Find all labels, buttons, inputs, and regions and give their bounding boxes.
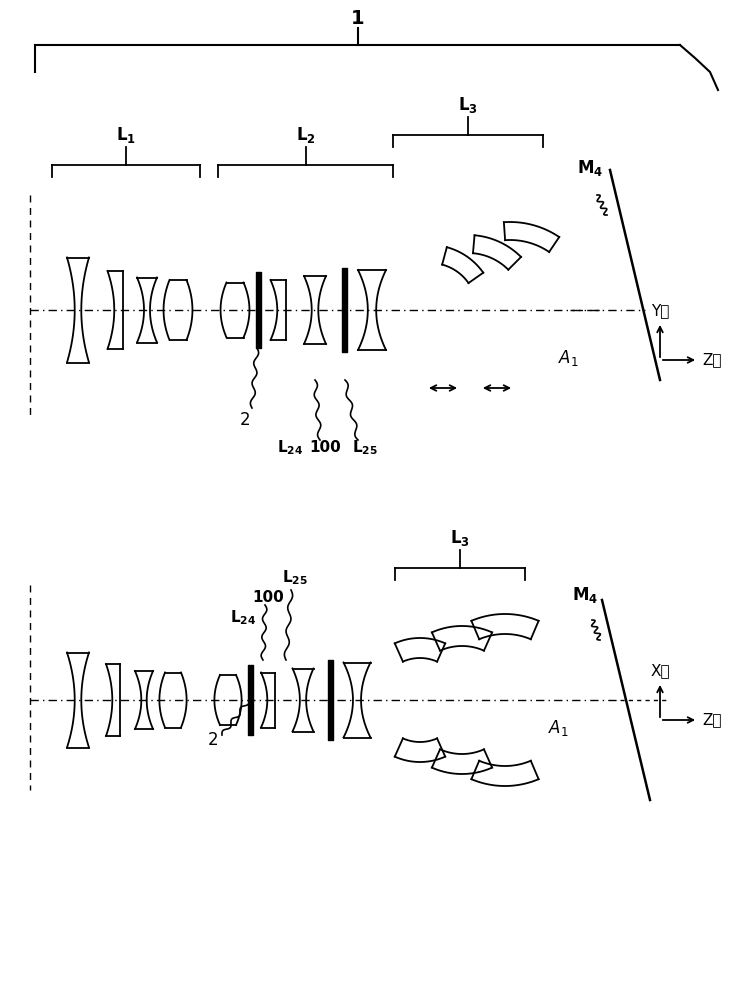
Text: 100: 100 xyxy=(309,440,341,456)
Text: $\mathbf{L_{25}}$: $\mathbf{L_{25}}$ xyxy=(352,439,378,457)
Text: $\mathbf{L_3}$: $\mathbf{L_3}$ xyxy=(458,95,478,115)
Text: Z軸: Z軸 xyxy=(702,353,721,367)
Text: 100: 100 xyxy=(252,590,284,605)
Text: 1: 1 xyxy=(350,8,364,27)
Text: X軸: X軸 xyxy=(650,663,670,678)
Text: $\mathbf{L_{24}}$: $\mathbf{L_{24}}$ xyxy=(277,439,303,457)
Text: $\mathbf{L_{24}}$: $\mathbf{L_{24}}$ xyxy=(230,609,256,627)
Text: Y軸: Y軸 xyxy=(651,303,669,318)
Text: $\mathbf{L_{25}}$: $\mathbf{L_{25}}$ xyxy=(282,569,308,587)
Text: $\mathbf{M_4}$: $\mathbf{M_4}$ xyxy=(577,158,603,178)
Text: Z軸: Z軸 xyxy=(702,712,721,728)
Text: 2: 2 xyxy=(240,411,250,429)
Text: $\mathbf{L_3}$: $\mathbf{L_3}$ xyxy=(450,528,470,548)
Text: $\mathbf{M_4}$: $\mathbf{M_4}$ xyxy=(572,585,598,605)
Text: $A_1$: $A_1$ xyxy=(558,348,578,368)
Text: $\mathbf{L_1}$: $\mathbf{L_1}$ xyxy=(116,125,136,145)
Text: $A_1$: $A_1$ xyxy=(548,718,569,738)
Text: 2: 2 xyxy=(208,731,219,749)
Text: $\mathbf{L_2}$: $\mathbf{L_2}$ xyxy=(296,125,316,145)
